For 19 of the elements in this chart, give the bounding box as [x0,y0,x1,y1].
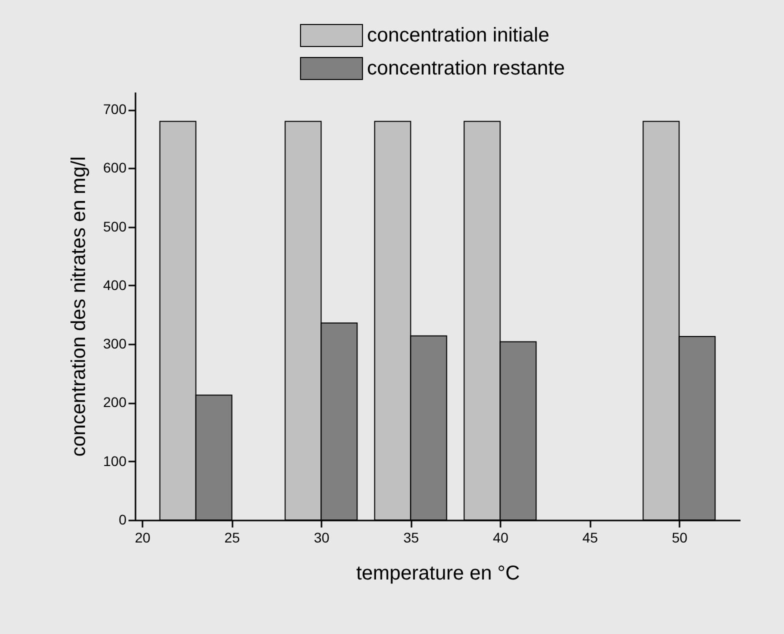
y-tick-label: 0 [118,512,127,528]
legend-label: concentration initiale [367,24,550,46]
legend-label: concentration restante [367,58,565,80]
x-tick-label: 25 [224,530,240,546]
x-tick-label: 35 [403,530,420,546]
y-tick-label: 600 [103,160,127,176]
x-tick-label: 40 [492,530,509,546]
x-tick-label: 30 [314,530,330,546]
y-tick-label: 500 [103,218,127,234]
y-tick-label: 100 [103,452,127,469]
y-tick-label: 400 [103,276,127,293]
y-tick-label: 200 [103,394,127,410]
x-tick-label: 45 [582,530,598,546]
y-tick-label: 300 [103,336,127,352]
y-tick-label: 700 [103,101,127,118]
x-tick-label: 20 [134,530,151,546]
y-axis-title: concentration des nitrates en mg/l [68,156,90,457]
x-axis-title: temperature en °C [356,562,520,584]
x-tick-label: 50 [672,530,688,546]
